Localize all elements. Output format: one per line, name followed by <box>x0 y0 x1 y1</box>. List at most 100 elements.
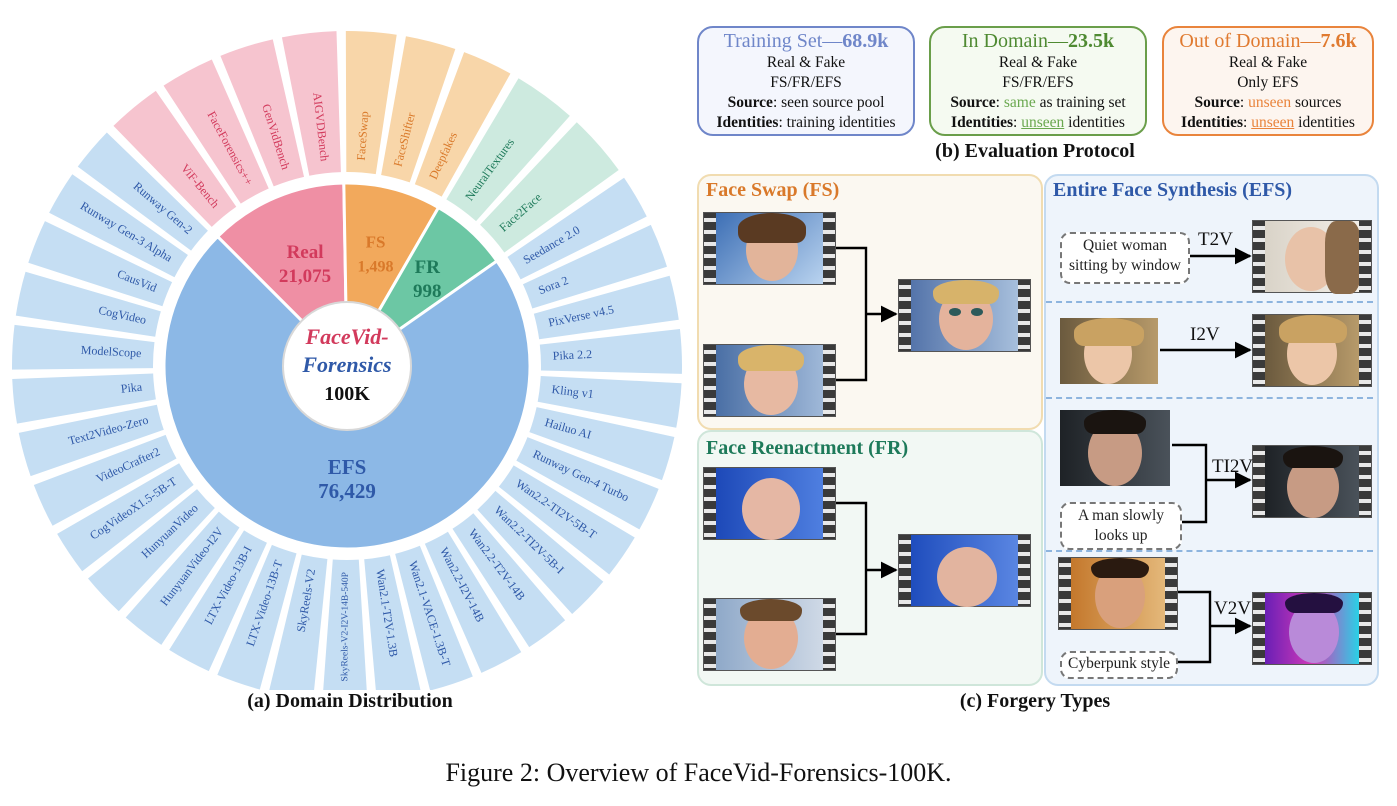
in-domain-identities-sep: : <box>1013 114 1022 131</box>
training-set-line2: FS/FR/EFS <box>770 74 842 91</box>
i2v-result-frame <box>1252 314 1372 387</box>
outer-wedge-real-2 <box>220 39 305 187</box>
inner-value-fr: 998 <box>413 281 442 302</box>
out-of-domain-identities-highlight: unseen <box>1251 114 1295 131</box>
outer-wedge-fr-0 <box>446 78 570 222</box>
inner-value-efs: 76,429 <box>318 479 376 503</box>
panel-c-caption: (c) Forgery Types <box>959 690 1111 712</box>
out-of-domain-identities-sep: : <box>1243 114 1252 131</box>
training-set-source-value: : seen source pool <box>772 94 885 111</box>
out-of-domain-source-key: Source <box>1194 94 1240 111</box>
out-of-domain-identities-rest: identities <box>1294 114 1355 131</box>
outer-wedge-efs-1 <box>522 224 667 309</box>
in-domain-count: 23.5k <box>1067 30 1115 52</box>
ti2v-prompt-box: A man slowly looks up <box>1060 502 1182 550</box>
inner-label-fs: FS <box>366 233 386 252</box>
training-set-card: Training Set—68.9k Real & Fake FS/FR/EFS… <box>697 26 915 136</box>
out-of-domain-identities-key: Identities <box>1181 114 1244 131</box>
outer-wedge-efs-4 <box>537 375 682 428</box>
inner-value-fs: 1,498 <box>358 259 394 276</box>
outer-wedge-efs-19 <box>57 463 194 572</box>
out-of-domain-line2: Only EFS <box>1237 74 1299 91</box>
training-set-source-key: Source <box>727 94 773 111</box>
out-of-domain-card: Out of Domain—7.6k Real & Fake Only EFS … <box>1162 26 1374 136</box>
center-title-line2: Forensics <box>301 352 391 377</box>
training-set-line1: Real & Fake <box>766 54 846 71</box>
in-domain-source-rest: as training set <box>1035 94 1126 111</box>
in-domain-source-sep: : <box>995 94 1004 111</box>
t2v-prompt-box: Quiet woman sitting by window <box>1060 232 1190 284</box>
out-of-domain-source-sep: : <box>1239 94 1249 111</box>
outer-wedge-efs-25 <box>28 221 173 307</box>
outer-wedge-efs-2 <box>533 275 679 340</box>
v2v-connector <box>1178 590 1252 664</box>
fr-result-frame <box>898 534 1031 607</box>
efs-separator-3 <box>1046 550 1373 552</box>
outer-wedge-efs-13 <box>323 559 367 690</box>
training-set-identities-value: : training identities <box>778 114 896 131</box>
outer-wedge-fs-1 <box>381 36 456 183</box>
outer-wedge-efs-14 <box>269 554 328 690</box>
inner-value-real: 21,075 <box>279 266 331 287</box>
v2v-result-frame <box>1252 592 1372 665</box>
efs-separator-1 <box>1046 301 1373 303</box>
out-of-domain-line1: Real & Fake <box>1228 54 1308 71</box>
outer-wedge-efs-26 <box>49 174 188 278</box>
panel-a-caption: (a) Domain Distribution <box>247 690 453 712</box>
v2v-prompt-box: Cyberpunk style <box>1060 651 1178 679</box>
outer-wedge-fs-0 <box>345 31 397 175</box>
efs-separator-2 <box>1046 397 1373 399</box>
out-of-domain-count: 7.6k <box>1320 30 1357 52</box>
training-set-identities-key: Identities <box>716 114 779 131</box>
inner-label-efs: EFS <box>328 455 367 479</box>
in-domain-source-highlight: same <box>1003 94 1036 111</box>
in-domain-identities-key: Identities <box>951 114 1014 131</box>
face-swap-title: Face Swap (FS) <box>706 179 840 201</box>
center-title-line3: 100K <box>324 383 370 405</box>
outer-label-efs-22: Pika <box>120 380 143 396</box>
center-title-line1: FaceVid- <box>304 324 388 349</box>
in-domain-source-key: Source <box>950 94 996 111</box>
outer-wedge-efs-12 <box>364 555 421 690</box>
out-of-domain-source-rest: sources <box>1291 94 1342 111</box>
inner-label-real: Real <box>287 242 324 263</box>
outer-wedge-efs-6 <box>516 437 659 530</box>
panel-b-caption: (b) Evaluation Protocol <box>935 140 1135 162</box>
in-domain-identities-rest: identities <box>1064 114 1125 131</box>
i2v-source-image <box>1060 318 1158 384</box>
t2v-label: T2V <box>1198 229 1233 250</box>
outer-wedge-efs-17 <box>125 511 240 645</box>
outer-label-fs-0: FaceSwap <box>354 111 372 161</box>
fs-target-frame <box>703 344 836 417</box>
outer-wedge-fr-1 <box>480 122 619 253</box>
outer-wedge-real-0 <box>113 90 237 227</box>
outer-label-efs-13: SkyReels-V2-I2V-14B-540P <box>340 572 351 681</box>
training-set-count: 68.9k <box>842 30 889 52</box>
outer-label-efs-23: ModelScope <box>80 343 141 360</box>
fr-connector <box>836 501 898 636</box>
out-of-domain-source-highlight: unseen <box>1248 94 1292 111</box>
in-domain-line1: Real & Fake <box>998 54 1078 71</box>
fr-target-frame <box>703 598 836 671</box>
outer-wedge-efs-3 <box>539 328 683 374</box>
training-set-title: Training Set— <box>723 30 843 52</box>
outer-wedge-efs-23 <box>11 324 155 370</box>
ti2v-source-image <box>1060 410 1170 486</box>
face-reenactment-title: Face Reenactment (FR) <box>706 437 909 459</box>
outer-label-efs-3: Pika 2.2 <box>552 347 592 363</box>
in-domain-title: In Domain— <box>961 30 1068 52</box>
outer-wedge-efs-11 <box>395 545 473 690</box>
outer-wedge-real-3 <box>281 31 341 176</box>
fs-source-frame <box>703 212 836 285</box>
v2v-source-frame <box>1058 557 1178 630</box>
v2v-label: V2V <box>1214 598 1251 619</box>
fs-result-frame <box>898 279 1031 352</box>
outer-wedge-efs-27 <box>77 132 208 251</box>
outer-wedge-efs-21 <box>18 404 164 477</box>
figure-caption: Figure 2: Overview of FaceVid-Forensics-… <box>445 758 952 787</box>
outer-wedge-efs-8 <box>477 490 604 615</box>
ti2v-connector <box>1172 443 1252 524</box>
outer-label-efs-4: Kling v1 <box>551 382 595 401</box>
fs-connector <box>836 246 898 382</box>
